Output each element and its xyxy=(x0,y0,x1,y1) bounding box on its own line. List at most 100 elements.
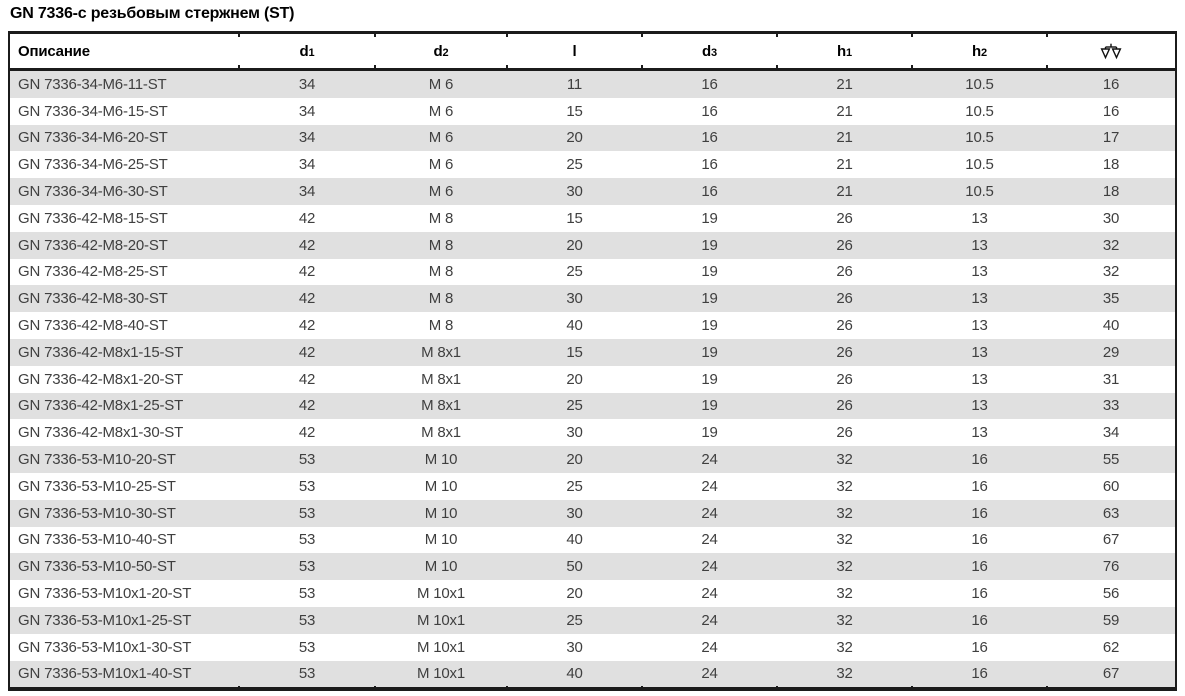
cell-h2: 13 xyxy=(971,263,988,281)
cell-h2: 16 xyxy=(971,531,988,549)
cell-d1: 42 xyxy=(298,370,316,388)
cell-h1: 26 xyxy=(836,343,853,361)
cell-d1: 42 xyxy=(298,343,316,361)
cell-d3: 24 xyxy=(701,504,718,522)
column-header-description: Описание xyxy=(10,34,239,71)
cell-d2: M 6 xyxy=(428,75,454,93)
cell-weight: 55 xyxy=(1102,451,1120,469)
cell-description: GN 7336-42-M8x1-30-ST xyxy=(18,424,184,442)
column-header-d3: d3 xyxy=(641,31,777,71)
cell-l: 20 xyxy=(566,585,583,603)
cell-l: 15 xyxy=(566,102,583,120)
cell-h1: 32 xyxy=(836,531,853,549)
cell-h1: 32 xyxy=(836,558,853,576)
cell-description: GN 7336-42-M8x1-20-ST xyxy=(18,370,184,388)
cell-weight: 35 xyxy=(1102,290,1120,308)
table-row: GN 7336-34-M6-30-ST 34 M 6 30 16 21 10.5… xyxy=(10,178,1175,205)
cell-d3: 19 xyxy=(701,209,718,227)
cell-weight: 59 xyxy=(1102,611,1120,629)
cell-h1: 26 xyxy=(836,236,853,254)
cell-d3: 19 xyxy=(701,370,718,388)
cell-description: GN 7336-53-M10x1-20-ST xyxy=(18,585,192,603)
cell-d2: M 8x1 xyxy=(421,424,461,442)
cell-h1: 21 xyxy=(836,75,853,93)
cell-l: 30 xyxy=(566,290,583,308)
cell-h2: 16 xyxy=(971,504,988,522)
cell-l: 25 xyxy=(566,156,583,174)
cell-d2: M 10x1 xyxy=(417,585,465,603)
column-header-h2: h2 xyxy=(911,31,1047,71)
table-row: GN 7336-34-M6-20-ST 34 M 6 20 16 21 10.5… xyxy=(10,124,1175,152)
cell-l: 20 xyxy=(566,451,583,469)
cell-d2: M 10 xyxy=(424,558,458,576)
column-header-d2: d2 xyxy=(374,31,507,71)
column-header-label: h xyxy=(837,42,847,60)
column-header-h1: h1 xyxy=(776,31,912,71)
column-header-l: l xyxy=(506,31,642,71)
cell-l: 30 xyxy=(566,638,583,656)
cell-description: GN 7336-53-M10x1-30-ST xyxy=(18,638,192,656)
cell-d1: 42 xyxy=(298,236,316,254)
cell-h2: 16 xyxy=(911,661,1047,692)
cell-h1: 26 xyxy=(836,263,853,281)
cell-d2: M 10 xyxy=(424,477,458,495)
cell-h1: 32 xyxy=(836,451,853,469)
column-header-d1: d1 xyxy=(238,31,375,71)
table-row: GN 7336-42-M8x1-20-ST 42 M 8x1 20 19 26 … xyxy=(10,365,1175,393)
cell-d3: 19 xyxy=(701,343,718,361)
column-header-label: d xyxy=(702,42,712,60)
cell-h2: 13 xyxy=(971,317,988,335)
column-header-label: l xyxy=(572,42,577,60)
column-header-subscript: 2 xyxy=(442,46,449,59)
cell-weight: 16 xyxy=(1102,102,1120,120)
cell-d1: 53 xyxy=(298,451,316,469)
cell-d2: M 10 xyxy=(424,451,458,469)
cell-d2: M 10x1 xyxy=(417,638,465,656)
cell-description: GN 7336-42-M8-30-ST xyxy=(18,290,168,308)
cell-description: GN 7336-42-M8x1-15-ST xyxy=(18,343,184,361)
table-row: GN 7336-42-M8-30-ST 42 M 8 30 19 26 13 3… xyxy=(10,285,1175,313)
cell-h2: 16 xyxy=(971,611,988,629)
cell-d1: 53 xyxy=(298,531,316,549)
cell-d3: 16 xyxy=(701,183,718,201)
cell-description: GN 7336-34-M6-30-ST xyxy=(18,183,168,201)
table-body: GN 7336-34-M6-11-ST 34 M 6 11 16 21 10.5… xyxy=(10,71,1175,692)
column-header-label: d xyxy=(433,42,443,60)
cell-h2: 13 xyxy=(971,424,988,442)
cell-l: 25 xyxy=(566,397,583,415)
cell-l: 20 xyxy=(566,129,583,147)
cell-h1: 32 xyxy=(836,638,853,656)
cell-d3: 19 xyxy=(701,236,718,254)
table-row: GN 7336-42-M8-20-ST 42 M 8 20 19 26 13 3… xyxy=(10,231,1175,259)
cell-d1: 34 xyxy=(298,102,316,120)
cell-weight: 29 xyxy=(1102,343,1120,361)
cell-description: GN 7336-53-M10-30-ST xyxy=(18,504,176,522)
cell-h2: 10.5 xyxy=(965,75,994,93)
table-row: GN 7336-53-M10x1-30-ST 53 M 10x1 30 24 3… xyxy=(10,633,1175,661)
cell-description: GN 7336-53-M10x1-25-ST xyxy=(18,611,192,629)
cell-h1: 21 xyxy=(836,156,853,174)
cell-description: GN 7336-34-M6-15-ST xyxy=(18,102,168,120)
cell-d1: 34 xyxy=(298,75,316,93)
cell-description: GN 7336-42-M8-25-ST xyxy=(18,263,168,281)
cell-d1: 42 xyxy=(298,397,316,415)
cell-d1: 42 xyxy=(298,317,316,335)
cell-h1: 32 xyxy=(836,585,853,603)
cell-d3: 16 xyxy=(701,75,718,93)
cell-description: GN 7336-53-M10x1-40-ST xyxy=(18,665,192,683)
cell-d2: M 8 xyxy=(428,209,454,227)
cell-l: 40 xyxy=(566,317,583,335)
cell-h2: 10.5 xyxy=(965,102,994,120)
cell-d3: 19 xyxy=(701,317,718,335)
cell-d1: 53 xyxy=(298,504,316,522)
cell-weight: 16 xyxy=(1102,75,1120,93)
cell-l: 40 xyxy=(506,661,642,692)
cell-h2: 13 xyxy=(971,370,988,388)
cell-d2: M 10 xyxy=(424,531,458,549)
table-row: GN 7336-42-M8-15-ST 42 M 8 15 19 26 13 3… xyxy=(10,204,1175,232)
cell-d1: 53 xyxy=(298,638,316,656)
cell-d3: 16 xyxy=(701,129,718,147)
table-row: GN 7336-42-M8-40-ST 42 M 8 40 19 26 13 4… xyxy=(10,312,1175,339)
cell-weight: 60 xyxy=(1102,477,1120,495)
cell-l: 30 xyxy=(566,183,583,201)
